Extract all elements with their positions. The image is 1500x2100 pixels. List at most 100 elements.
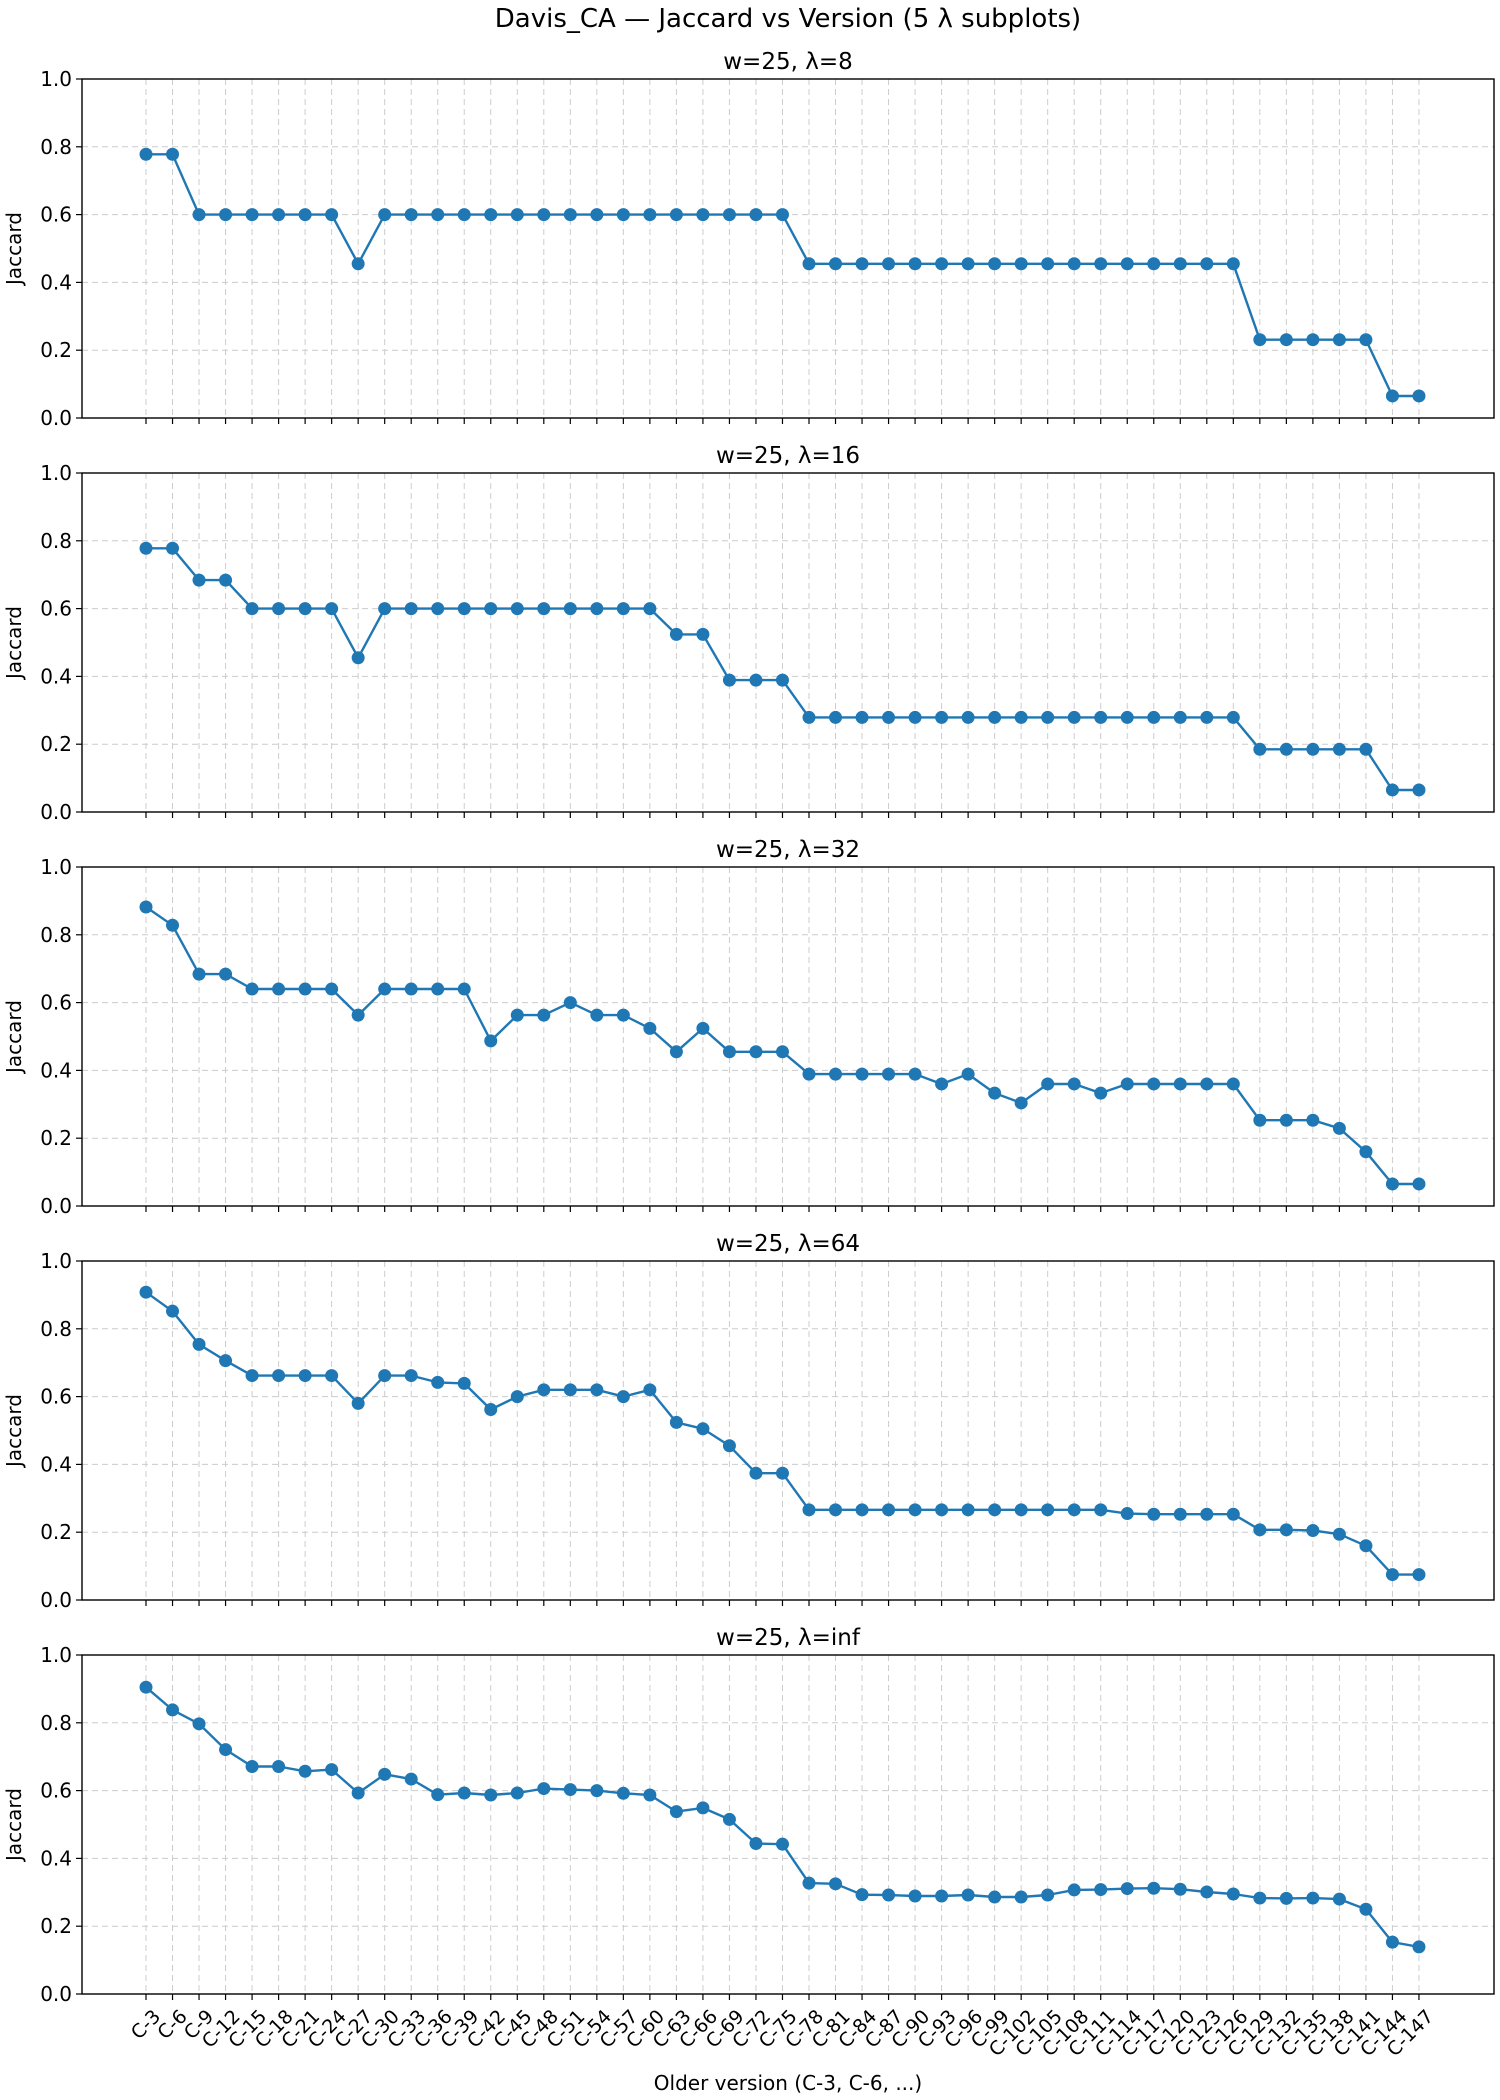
data-point: [1067, 1503, 1081, 1517]
axes-frame: [81, 78, 1495, 419]
data-point: [1094, 1086, 1108, 1100]
data-point: [696, 1422, 710, 1436]
data-point: [1385, 1935, 1399, 1949]
data-point: [1359, 333, 1373, 347]
data-point: [802, 710, 816, 724]
data-point: [219, 1743, 233, 1757]
data-point: [272, 602, 286, 616]
data-point: [1332, 333, 1346, 347]
data-point: [537, 602, 551, 616]
y-tick-label: 0.4: [40, 1058, 72, 1082]
data-point: [988, 1890, 1002, 1904]
data-point: [802, 1503, 816, 1517]
data-point: [749, 1466, 763, 1480]
data-point: [1332, 1527, 1346, 1541]
data-point: [935, 1503, 949, 1517]
y-axis-label: Jaccard: [2, 1000, 26, 1075]
data-point: [192, 1717, 206, 1731]
y-axis-label: Jaccard: [2, 606, 26, 681]
data-point: [537, 1782, 551, 1796]
data-point: [722, 1812, 736, 1826]
data-point: [643, 1788, 657, 1802]
data-point: [1412, 389, 1426, 403]
data-point: [882, 1503, 896, 1517]
y-tick-label: 0.6: [40, 1779, 72, 1803]
data-point: [484, 1034, 498, 1048]
data-point: [272, 982, 286, 996]
data-point: [166, 541, 180, 555]
data-point: [1120, 1077, 1134, 1091]
data-point: [1306, 1113, 1320, 1127]
data-point: [1147, 1507, 1161, 1521]
data-point: [1332, 742, 1346, 756]
data-point: [378, 602, 392, 616]
data-point: [457, 982, 471, 996]
data-point: [166, 147, 180, 161]
data-point: [1014, 710, 1028, 724]
y-tick-label: 0.2: [40, 1520, 72, 1544]
data-point: [1279, 1891, 1293, 1905]
y-tick-label: 0.0: [40, 1588, 72, 1612]
data-point: [1412, 783, 1426, 797]
data-point: [829, 710, 843, 724]
data-point: [696, 208, 710, 222]
data-point: [749, 1045, 763, 1059]
data-point: [855, 1067, 869, 1081]
data-point: [325, 602, 339, 616]
y-tick-label: 0.8: [40, 1711, 72, 1735]
subplots-group: w=25, λ=80.00.20.40.60.81.0Jaccardw=25, …: [2, 49, 1495, 2061]
data-point: [1385, 1568, 1399, 1582]
data-point: [537, 1383, 551, 1397]
y-tick-label: 0.8: [40, 923, 72, 947]
data-point: [908, 710, 922, 724]
data-point: [166, 1703, 180, 1717]
data-point: [988, 1086, 1002, 1100]
data-point: [484, 208, 498, 222]
data-point: [961, 1503, 975, 1517]
data-point: [510, 1390, 524, 1404]
data-point: [908, 257, 922, 271]
data-point: [510, 602, 524, 616]
subplot-2: w=25, λ=16 0.0 0.2 0.4 0.6 0.8 1.0 Jaccard: [2, 443, 1495, 824]
data-point: [882, 710, 896, 724]
data-point: [139, 1680, 153, 1694]
y-tick-label: 0.6: [40, 597, 72, 621]
data-point: [669, 1415, 683, 1429]
y-tick-label: 0.8: [40, 1317, 72, 1341]
data-point: [404, 1772, 418, 1786]
data-point: [749, 208, 763, 222]
y-tick-label: 1.0: [40, 855, 72, 879]
data-point: [219, 1354, 233, 1368]
data-point: [1173, 710, 1187, 724]
data-point: [1041, 257, 1055, 271]
y-tick-label: 0.4: [40, 664, 72, 688]
data-point: [988, 257, 1002, 271]
data-point: [1041, 710, 1055, 724]
data-point: [325, 1369, 339, 1383]
data-point: [298, 982, 312, 996]
data-point: [749, 673, 763, 687]
data-point: [378, 982, 392, 996]
data-point: [935, 1077, 949, 1091]
data-point: [457, 1376, 471, 1390]
y-axis-label: Jaccard: [2, 1394, 26, 1469]
data-point: [802, 1876, 816, 1890]
data-point: [1279, 742, 1293, 756]
data-point: [935, 710, 949, 724]
data-point: [696, 1801, 710, 1815]
data-point: [325, 982, 339, 996]
data-point: [1226, 710, 1240, 724]
data-point: [1067, 1077, 1081, 1091]
data-point: [192, 1337, 206, 1351]
data-point: [908, 1889, 922, 1903]
x-axis-label: Older version (C-3, C-6, ...): [654, 2071, 922, 2095]
data-point: [643, 1021, 657, 1035]
data-point: [166, 918, 180, 932]
data-point: [1147, 257, 1161, 271]
data-point: [1200, 710, 1214, 724]
data-point: [510, 1786, 524, 1800]
data-point: [484, 1788, 498, 1802]
data-point: [1014, 257, 1028, 271]
data-point: [802, 1067, 816, 1081]
data-point: [590, 1008, 604, 1022]
